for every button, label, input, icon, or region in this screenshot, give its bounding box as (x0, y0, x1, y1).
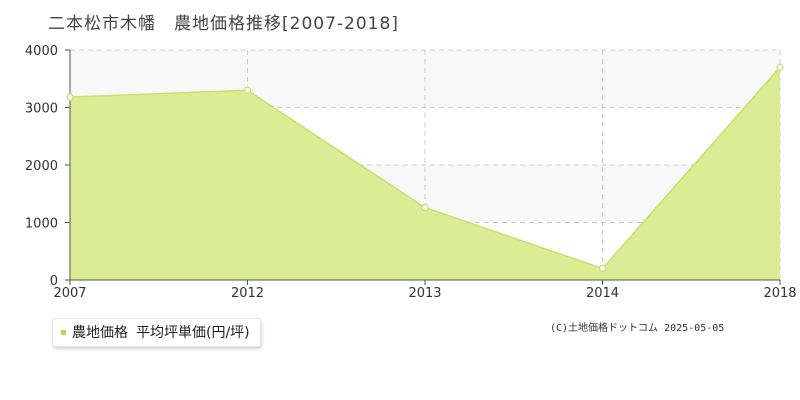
y-tick-label: 3000 (25, 102, 58, 117)
x-tick-label: 2012 (231, 286, 264, 301)
data-point (598, 264, 607, 273)
y-tick-label: 0 (50, 274, 58, 289)
x-tick-label: 2014 (586, 286, 619, 301)
y-tick-label: 2000 (25, 159, 58, 174)
data-points (66, 63, 784, 273)
y-tick-label: 4000 (25, 44, 58, 59)
axes (65, 49, 781, 285)
legend-series-label: 農地価格 (72, 325, 128, 341)
data-point (421, 203, 429, 212)
data-point (776, 63, 784, 71)
copyright-text: (C)土地価格ドットコム 2025-05-05 (550, 323, 725, 334)
legend-marker (61, 329, 66, 335)
y-tick-labels: 0 1000 2000 3000 4000 (25, 44, 58, 289)
data-point (243, 86, 252, 94)
data-point (66, 93, 74, 101)
y-tick-label: 1000 (25, 217, 58, 232)
legend-unit-label: 平均坪単価(円/坪) (136, 325, 250, 341)
x-tick-label: 2018 (763, 286, 796, 301)
x-tick-label: 2013 (408, 286, 441, 301)
series-area (70, 67, 780, 280)
legend: 農地価格 平均坪単価(円/坪) (52, 318, 261, 347)
x-tick-label: 2007 (53, 286, 86, 301)
chart-title: 二本松市木幡 農地価格推移[2007-2018] (48, 14, 399, 34)
x-tick-labels: 2007 2012 2013 2014 2018 (53, 286, 796, 301)
